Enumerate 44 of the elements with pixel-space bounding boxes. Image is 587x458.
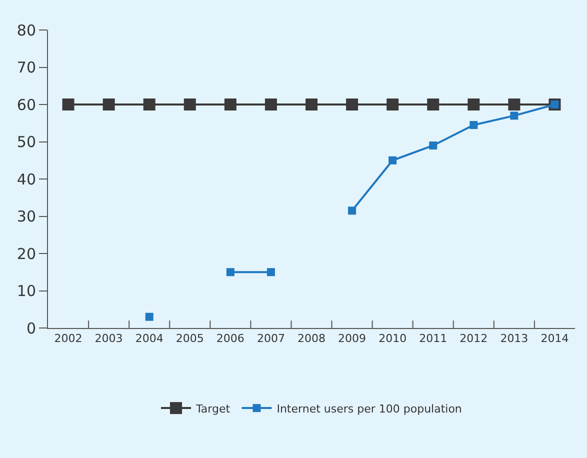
x-tick-label: 2009 bbox=[338, 332, 366, 346]
point bbox=[62, 98, 74, 110]
point bbox=[427, 98, 440, 110]
x-tick-label: 2003 bbox=[94, 332, 123, 346]
point bbox=[306, 98, 318, 110]
x-tick-label: 2013 bbox=[500, 332, 528, 346]
point bbox=[184, 98, 196, 110]
point bbox=[266, 268, 275, 276]
x-tick-label: 2007 bbox=[256, 332, 285, 346]
y-tick-label: 80 bbox=[16, 21, 36, 40]
point bbox=[346, 98, 358, 110]
point bbox=[510, 112, 518, 120]
x-tick-label: 2008 bbox=[298, 332, 326, 346]
point bbox=[224, 98, 236, 110]
y-tick-label: 0 bbox=[26, 319, 36, 338]
y-tick-label: 60 bbox=[16, 96, 36, 114]
y-tick-label: 20 bbox=[16, 244, 36, 263]
x-tick-label: 2010 bbox=[378, 332, 407, 346]
legend-label: Target bbox=[195, 402, 231, 416]
y-tick-label: 40 bbox=[16, 170, 36, 188]
point bbox=[226, 268, 234, 276]
point bbox=[470, 120, 478, 129]
x-tick-label: 2004 bbox=[135, 332, 164, 346]
x-tick-label: 2005 bbox=[176, 332, 204, 346]
point bbox=[508, 98, 520, 110]
point bbox=[348, 206, 356, 215]
x-tick-label: 2011 bbox=[419, 332, 448, 346]
point bbox=[468, 98, 480, 110]
y-tick-label: 70 bbox=[16, 58, 36, 76]
point bbox=[145, 312, 154, 321]
x-tick-label: 2002 bbox=[54, 332, 82, 346]
point bbox=[143, 98, 156, 110]
point bbox=[102, 98, 115, 110]
x-tick-label: 2012 bbox=[460, 332, 488, 346]
x-tick-label: 2014 bbox=[540, 332, 569, 346]
y-tick-label: 30 bbox=[16, 208, 36, 226]
point bbox=[388, 156, 397, 164]
y-tick-label: 10 bbox=[16, 282, 36, 300]
legend-label: Internet users per 100 population bbox=[276, 402, 462, 416]
x-tick-label: 2006 bbox=[216, 332, 244, 346]
y-tick-label: 50 bbox=[16, 133, 36, 151]
point bbox=[429, 141, 438, 150]
point bbox=[386, 98, 399, 110]
point bbox=[264, 98, 277, 110]
